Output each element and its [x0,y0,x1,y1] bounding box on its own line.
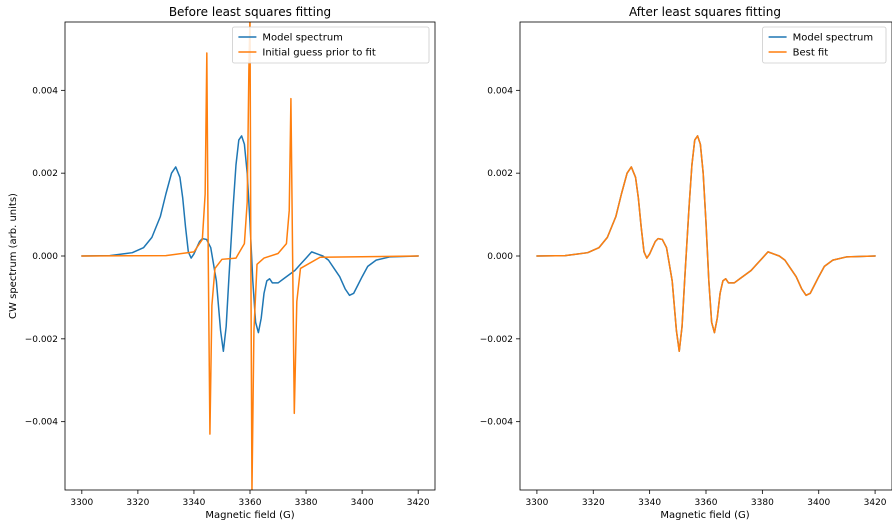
x-tick-label: 3320 [126,498,149,508]
legend-box [762,26,887,64]
x-tick-label: 3360 [695,498,718,508]
x-tick-label: 3400 [807,498,830,508]
y-tick-label: −0.002 [480,335,513,345]
plot-area [536,135,876,353]
y-tick-label: −0.004 [25,418,59,428]
axes-frame [64,21,436,491]
x-tick-label: 3380 [751,498,774,508]
series-line-1 [81,22,419,490]
series-line-1 [536,135,876,353]
x-tick-label: 3360 [239,498,262,508]
x-axis-label: Magnetic field (G) [205,510,294,521]
plot-area [81,22,419,490]
y-axis-label: CW spectrum (arb. units) [8,193,19,319]
x-axis-label: Magnetic field (G) [660,510,749,521]
x-tick-label: 3300 [70,498,93,508]
y-ticks: −0.004 −0.002 0.000 0.002 0.004 [25,86,65,428]
x-tick-label: 3420 [864,498,887,508]
y-tick-label: 0.002 [487,169,513,179]
y-ticks: −0.004 −0.002 0.000 0.002 0.004 [480,86,520,428]
x-tick-label: 3340 [638,498,661,508]
chart-title: After least squares fitting [629,5,781,19]
y-tick-label: −0.002 [25,335,58,345]
x-tick-label: 3340 [182,498,205,508]
legend-label: Best fit [793,48,829,59]
chart-title: Before least squares fitting [169,5,331,19]
legend-box [231,26,430,64]
legend: Model spectrum Best fit [762,26,887,64]
legend-label: Model spectrum [262,33,343,44]
x-tick-label: 3320 [582,498,605,508]
y-tick-label: 0.004 [487,86,513,96]
before-fit-panel: Before least squares fitting Magnetic fi… [8,5,436,521]
series-line-0 [536,135,876,353]
y-tick-label: 0.004 [32,86,58,96]
x-ticks: 3300 3320 3340 3360 3380 3400 3420 [70,490,430,508]
y-tick-label: 0.002 [32,169,58,179]
axes-frame [519,21,892,491]
legend-label: Model spectrum [793,33,874,44]
y-tick-label: −0.004 [480,418,514,428]
x-tick-label: 3300 [525,498,548,508]
x-tick-label: 3420 [407,498,430,508]
legend: Model spectrum Initial guess prior to fit [231,26,430,64]
after-fit-panel: After least squares fitting Magnetic fie… [480,5,892,521]
y-tick-label: 0.000 [487,252,513,262]
x-tick-label: 3400 [351,498,374,508]
x-tick-label: 3380 [295,498,318,508]
legend-label: Initial guess prior to fit [262,48,375,59]
x-ticks: 3300 3320 3340 3360 3380 3400 3420 [525,490,887,508]
y-tick-label: 0.000 [32,252,58,262]
